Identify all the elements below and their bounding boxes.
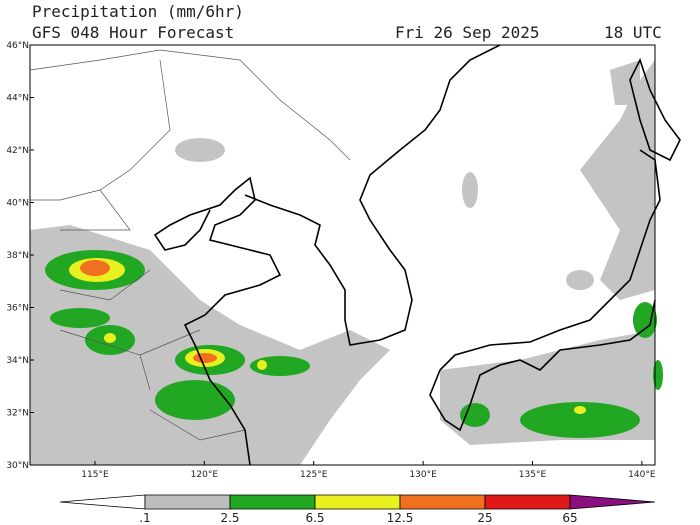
precip-area bbox=[580, 60, 655, 300]
y-tick-label: 46°N bbox=[6, 41, 29, 51]
precip-area bbox=[462, 172, 478, 208]
precip-area bbox=[175, 138, 225, 162]
y-tick-label: 44°N bbox=[6, 94, 29, 104]
colorbar-swatch bbox=[314, 494, 401, 510]
province-border bbox=[29, 49, 351, 441]
precip-area bbox=[566, 270, 594, 290]
x-tick-label: 135°E bbox=[519, 470, 547, 480]
y-tick-label: 34°N bbox=[6, 356, 29, 366]
coastline bbox=[153, 44, 501, 466]
colorbar-swatch bbox=[144, 494, 231, 510]
colorbar-label: 65 bbox=[562, 511, 577, 525]
y-tick-label: 32°N bbox=[6, 409, 29, 419]
colorbar-label: 12.5 bbox=[387, 511, 414, 525]
precip-area bbox=[610, 60, 640, 105]
precip-area bbox=[257, 360, 267, 370]
y-tick-label: 30°N bbox=[6, 461, 29, 471]
precip-area bbox=[50, 308, 110, 328]
y-tick-label: 40°N bbox=[6, 199, 29, 209]
colorbar-label: 6.5 bbox=[305, 511, 324, 525]
colorbar-label: 25 bbox=[477, 511, 492, 525]
x-tick-label: 130°E bbox=[409, 470, 437, 480]
subtitle: GFS 048 Hour Forecast bbox=[32, 23, 234, 42]
x-tick-label: 120°E bbox=[191, 470, 219, 480]
valid-time: 18 UTC bbox=[604, 23, 662, 42]
x-tick-label: 125°E bbox=[300, 470, 328, 480]
y-tick-label: 38°N bbox=[6, 251, 29, 261]
precip-area bbox=[155, 380, 235, 420]
precip-area bbox=[104, 333, 116, 343]
y-tick-label: 36°N bbox=[6, 304, 29, 314]
colorbar-label: 2.5 bbox=[220, 511, 239, 525]
colorbar-swatch bbox=[484, 494, 571, 510]
title: Precipitation (mm/6hr) bbox=[32, 2, 244, 21]
precip-area bbox=[520, 402, 640, 438]
precip-area bbox=[574, 406, 586, 414]
colorbar-label: .1 bbox=[139, 511, 150, 525]
colorbar-swatch bbox=[569, 494, 656, 510]
colorbar-swatch bbox=[229, 494, 316, 510]
precip-area bbox=[80, 260, 110, 276]
x-tick-label: 115°E bbox=[81, 470, 109, 480]
precip-area bbox=[460, 403, 490, 427]
x-tick-label: 140°E bbox=[628, 470, 656, 480]
precip-area bbox=[633, 302, 657, 338]
precip-area bbox=[193, 353, 217, 363]
colorbar-swatch bbox=[59, 494, 146, 510]
valid-date: Fri 26 Sep 2025 bbox=[395, 23, 540, 42]
map bbox=[29, 44, 681, 466]
y-tick-label: 42°N bbox=[6, 146, 29, 156]
colorbar-swatch bbox=[399, 494, 486, 510]
